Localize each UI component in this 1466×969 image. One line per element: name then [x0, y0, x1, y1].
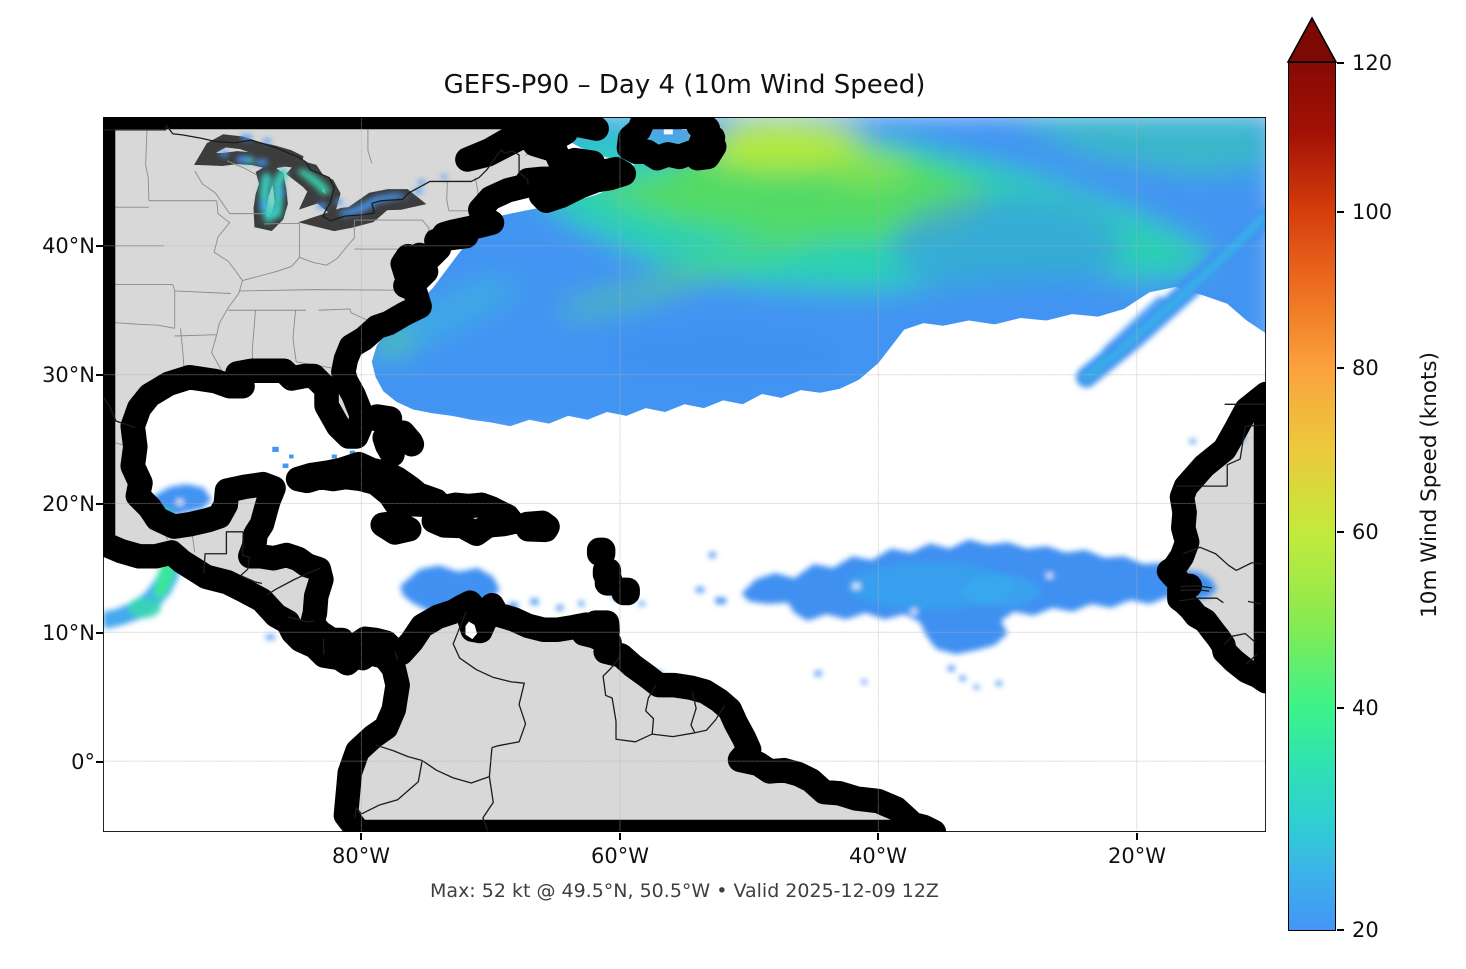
y-tick-30N: 30°N: [42, 363, 95, 387]
x-tickmark: [360, 833, 362, 840]
colorbar-extend-arrow-icon: [1286, 16, 1338, 63]
figure-caption: Max: 52 kt @ 49.5°N, 50.5°W • Valid 2025…: [430, 880, 939, 902]
colorbar-tick-100: 100: [1352, 200, 1393, 224]
colorbar-tick-20: 20: [1352, 918, 1379, 942]
y-tick-40N: 40°N: [42, 234, 95, 258]
colorbar: [1288, 62, 1336, 931]
map-canvas: [103, 117, 1266, 832]
colorbar-tickmark: [1337, 62, 1344, 64]
country-borders: [103, 125, 1266, 832]
x-tick-40W: 40°W: [849, 844, 907, 868]
page-title: GEFS-P90 – Day 4 (10m Wind Speed): [443, 70, 926, 100]
colorbar-tickmark: [1337, 707, 1344, 709]
x-tick-80W: 80°W: [332, 844, 390, 868]
wind-great-lakes-patches: [220, 135, 472, 224]
colorbar-tick-40: 40: [1352, 696, 1379, 720]
y-tick-10N: 10°N: [42, 621, 95, 645]
state-borders: [103, 117, 538, 552]
y-tickmark: [96, 374, 103, 376]
y-tickmark: [96, 245, 103, 247]
x-tick-20W: 20°W: [1108, 844, 1166, 868]
x-tickmark: [1136, 833, 1138, 840]
colorbar-tickmark: [1337, 211, 1344, 213]
y-tick-20N: 20°N: [42, 492, 95, 516]
colorbar-axis-label-wrap: 10m Wind Speed (knots): [1398, 0, 1460, 969]
x-tickmark: [619, 833, 621, 840]
colorbar-tickmark: [1337, 531, 1344, 533]
colorbar-tick-120: 120: [1352, 51, 1393, 75]
colorbar-tick-80: 80: [1352, 356, 1379, 380]
y-tickmark: [96, 632, 103, 634]
x-tickmark: [877, 833, 879, 840]
colorbar-tickmark: [1337, 929, 1344, 931]
x-tick-60W: 60°W: [591, 844, 649, 868]
y-tickmark: [96, 503, 103, 505]
wind-tropical-band: [696, 539, 1217, 689]
y-tick-0: 0°: [71, 750, 95, 774]
map-plot-area: [103, 117, 1266, 832]
y-tickmark: [96, 761, 103, 763]
gridlines: [103, 117, 1266, 832]
lake-maracaibo: [465, 621, 478, 640]
colorbar-axis-label: 10m Wind Speed (knots): [1416, 351, 1442, 618]
colorbar-tick-60: 60: [1352, 520, 1379, 544]
colorbar-tickmark: [1337, 367, 1344, 369]
